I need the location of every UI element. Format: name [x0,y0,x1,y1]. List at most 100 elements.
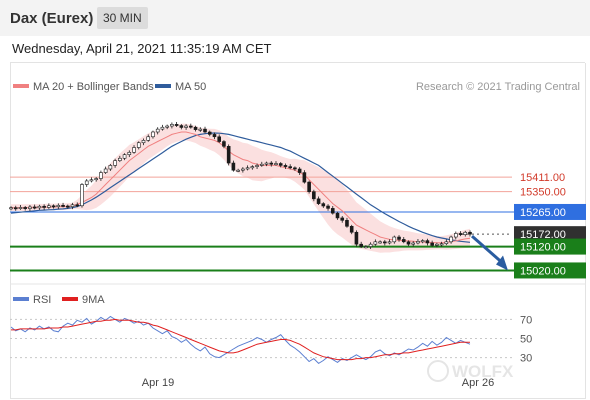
level-label-current: 15172.00 [520,229,566,241]
candle-body [316,198,321,204]
candle-body [136,142,141,148]
candle-body [454,233,458,238]
candle-body [174,124,179,126]
candle-body [141,140,146,144]
candle-body [32,206,37,209]
candle-body [416,241,420,244]
rsi-ma9-line [11,318,470,361]
candle-body [207,131,212,135]
candle-body [345,220,349,227]
ma50-legend-swatch [155,84,171,88]
candle-body [330,208,335,214]
level-label-support: 15020.00 [520,265,566,277]
candle-body [103,168,108,173]
candle-body [146,136,151,141]
candle-body [65,205,70,208]
candle-body [241,168,245,171]
candle-body [463,231,468,235]
candle-body [28,206,32,209]
candle-body [18,207,23,209]
instrument-title: Dax (Eurex) [10,10,94,27]
ma9-legend-swatch [62,297,78,301]
x-axis: Apr 19 Apr 26 [142,377,494,389]
candle-body [326,205,330,209]
candle-body [203,128,207,133]
rsi-pane: 70 50 30 [10,314,532,365]
level-label-box-pivot [514,203,586,220]
candle-body [94,178,98,181]
candle-body [118,157,122,161]
candle-body [401,239,406,243]
candle-body [193,126,198,130]
rsi-legend: RSI 9MA [13,294,105,306]
candle-body [13,207,18,210]
candle-body [217,136,222,142]
candle-body [170,124,174,127]
candle-body [307,181,311,192]
forecast-arrow-head [496,255,508,271]
report-datetime: Wednesday, April 21, 2021 11:35:19 AM CE… [12,41,272,56]
ma50-line [10,132,471,243]
candle-body [99,172,103,179]
candle-body [165,125,169,128]
candle-body [184,125,188,128]
candle-body [312,191,316,200]
candle-body [420,240,425,243]
watermark-icon [427,360,449,382]
candle-body [435,243,439,246]
candle-body [468,231,472,235]
candle-body [212,134,217,138]
candle-body [75,204,80,207]
level-label-support: 15120.00 [520,242,566,254]
candle-body [160,126,165,130]
candle-body [458,233,463,235]
candle-body [425,240,430,244]
ma20-legend-swatch [13,84,29,88]
candle-body [349,225,354,233]
candle-body [302,172,307,183]
header-divider [10,62,585,63]
candle-body [359,243,363,247]
rsi-tick-label: 50 [520,334,532,346]
price-legend: MA 20 + Bollinger Bands MA 50 Research ©… [13,81,580,93]
candle-body [113,160,117,166]
x-tick-label: Apr 26 [462,377,494,389]
candle-body [132,147,136,153]
rsi-line [10,315,471,365]
candle-body [368,243,373,247]
rsi-tick-label: 30 [520,353,532,365]
candle-body [264,162,269,165]
rsi-legend-swatch [13,297,29,301]
timeframe-button[interactable]: 30 MIN [97,7,148,29]
candle-body [335,212,340,219]
frame-left [10,63,11,399]
candle-body [259,163,264,166]
candle-body [61,204,65,207]
candle-body [245,167,250,170]
level-label-resistance: 15350.00 [520,187,566,199]
candle-body [255,165,259,167]
forecast-arrow-shaft [471,235,503,264]
ma50-legend-label: MA 50 [175,81,206,93]
ma9-legend-label: 9MA [82,294,105,306]
candle-body [47,205,51,208]
level-label-box-current [514,226,586,243]
candle-body [340,217,345,221]
bollinger-band [11,123,470,253]
rsi-legend-label: RSI [33,294,51,306]
candle-body [274,163,278,166]
candle-body [354,231,359,245]
candle-body [222,141,226,147]
candle-body [23,207,27,209]
rsi-tick-label: 70 [520,314,532,326]
candle-body [387,241,392,244]
watermark-logo: WOLFX [427,360,514,382]
candle-body [9,207,13,210]
candle-body [411,242,416,245]
level-label-resistance: 15411.00 [520,172,565,184]
candle-body [198,128,203,131]
candle-body [373,241,378,245]
candle-body [108,165,113,170]
credit-text: Research © 2021 Trading Central [416,81,580,93]
